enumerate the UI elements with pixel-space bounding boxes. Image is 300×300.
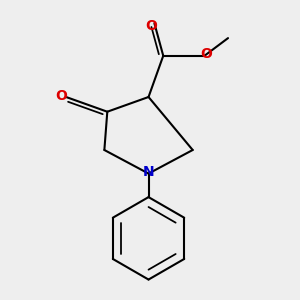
Text: O: O <box>146 19 158 33</box>
Text: O: O <box>56 88 68 103</box>
Text: O: O <box>200 47 212 61</box>
Text: N: N <box>143 165 154 179</box>
